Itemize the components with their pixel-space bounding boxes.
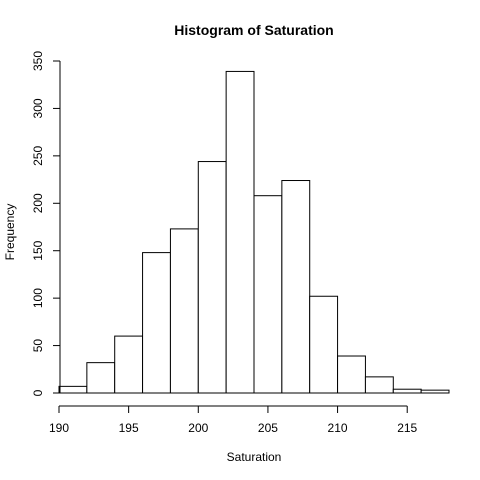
histogram-bar (253, 195, 283, 394)
y-axis-label: Frequency (3, 204, 17, 261)
y-tick-label: 0 (31, 389, 45, 396)
y-axis: 0 50 100 150 200 250 300 350 (31, 51, 61, 396)
y-tick-label: 250 (31, 146, 45, 166)
y-tick-label: 100 (31, 288, 45, 308)
y-tick-label: 150 (31, 240, 45, 260)
histogram-bar (309, 295, 339, 394)
x-tick-label: 190 (49, 421, 69, 435)
histogram-bar (58, 385, 88, 394)
x-tick-label: 200 (188, 421, 208, 435)
histogram-bar (169, 228, 199, 394)
histogram-bar (197, 161, 227, 394)
x-tick-label: 205 (258, 421, 278, 435)
y-tick-label: 300 (31, 98, 45, 118)
y-tick-label: 50 (31, 339, 45, 353)
histogram-bar (86, 362, 116, 394)
y-tick-label: 200 (31, 193, 45, 213)
x-tick-label: 210 (328, 421, 348, 435)
histogram-bar (225, 70, 255, 394)
histogram-bar (114, 335, 144, 394)
histogram-bar (337, 355, 366, 394)
x-axis: 190 195 200 205 210 215 (49, 405, 418, 435)
x-tick-label: 215 (397, 421, 417, 435)
x-axis-label: Saturation (227, 450, 282, 464)
histogram-bar (364, 376, 394, 394)
histogram-bar (420, 389, 450, 394)
histogram-bar (392, 388, 422, 394)
y-tick-label: 350 (31, 51, 45, 71)
histogram-bars (58, 70, 450, 394)
histogram-bar (142, 252, 171, 394)
x-tick-label: 195 (119, 421, 139, 435)
histogram-bar (281, 180, 311, 394)
chart-title: Histogram of Saturation (174, 22, 333, 38)
